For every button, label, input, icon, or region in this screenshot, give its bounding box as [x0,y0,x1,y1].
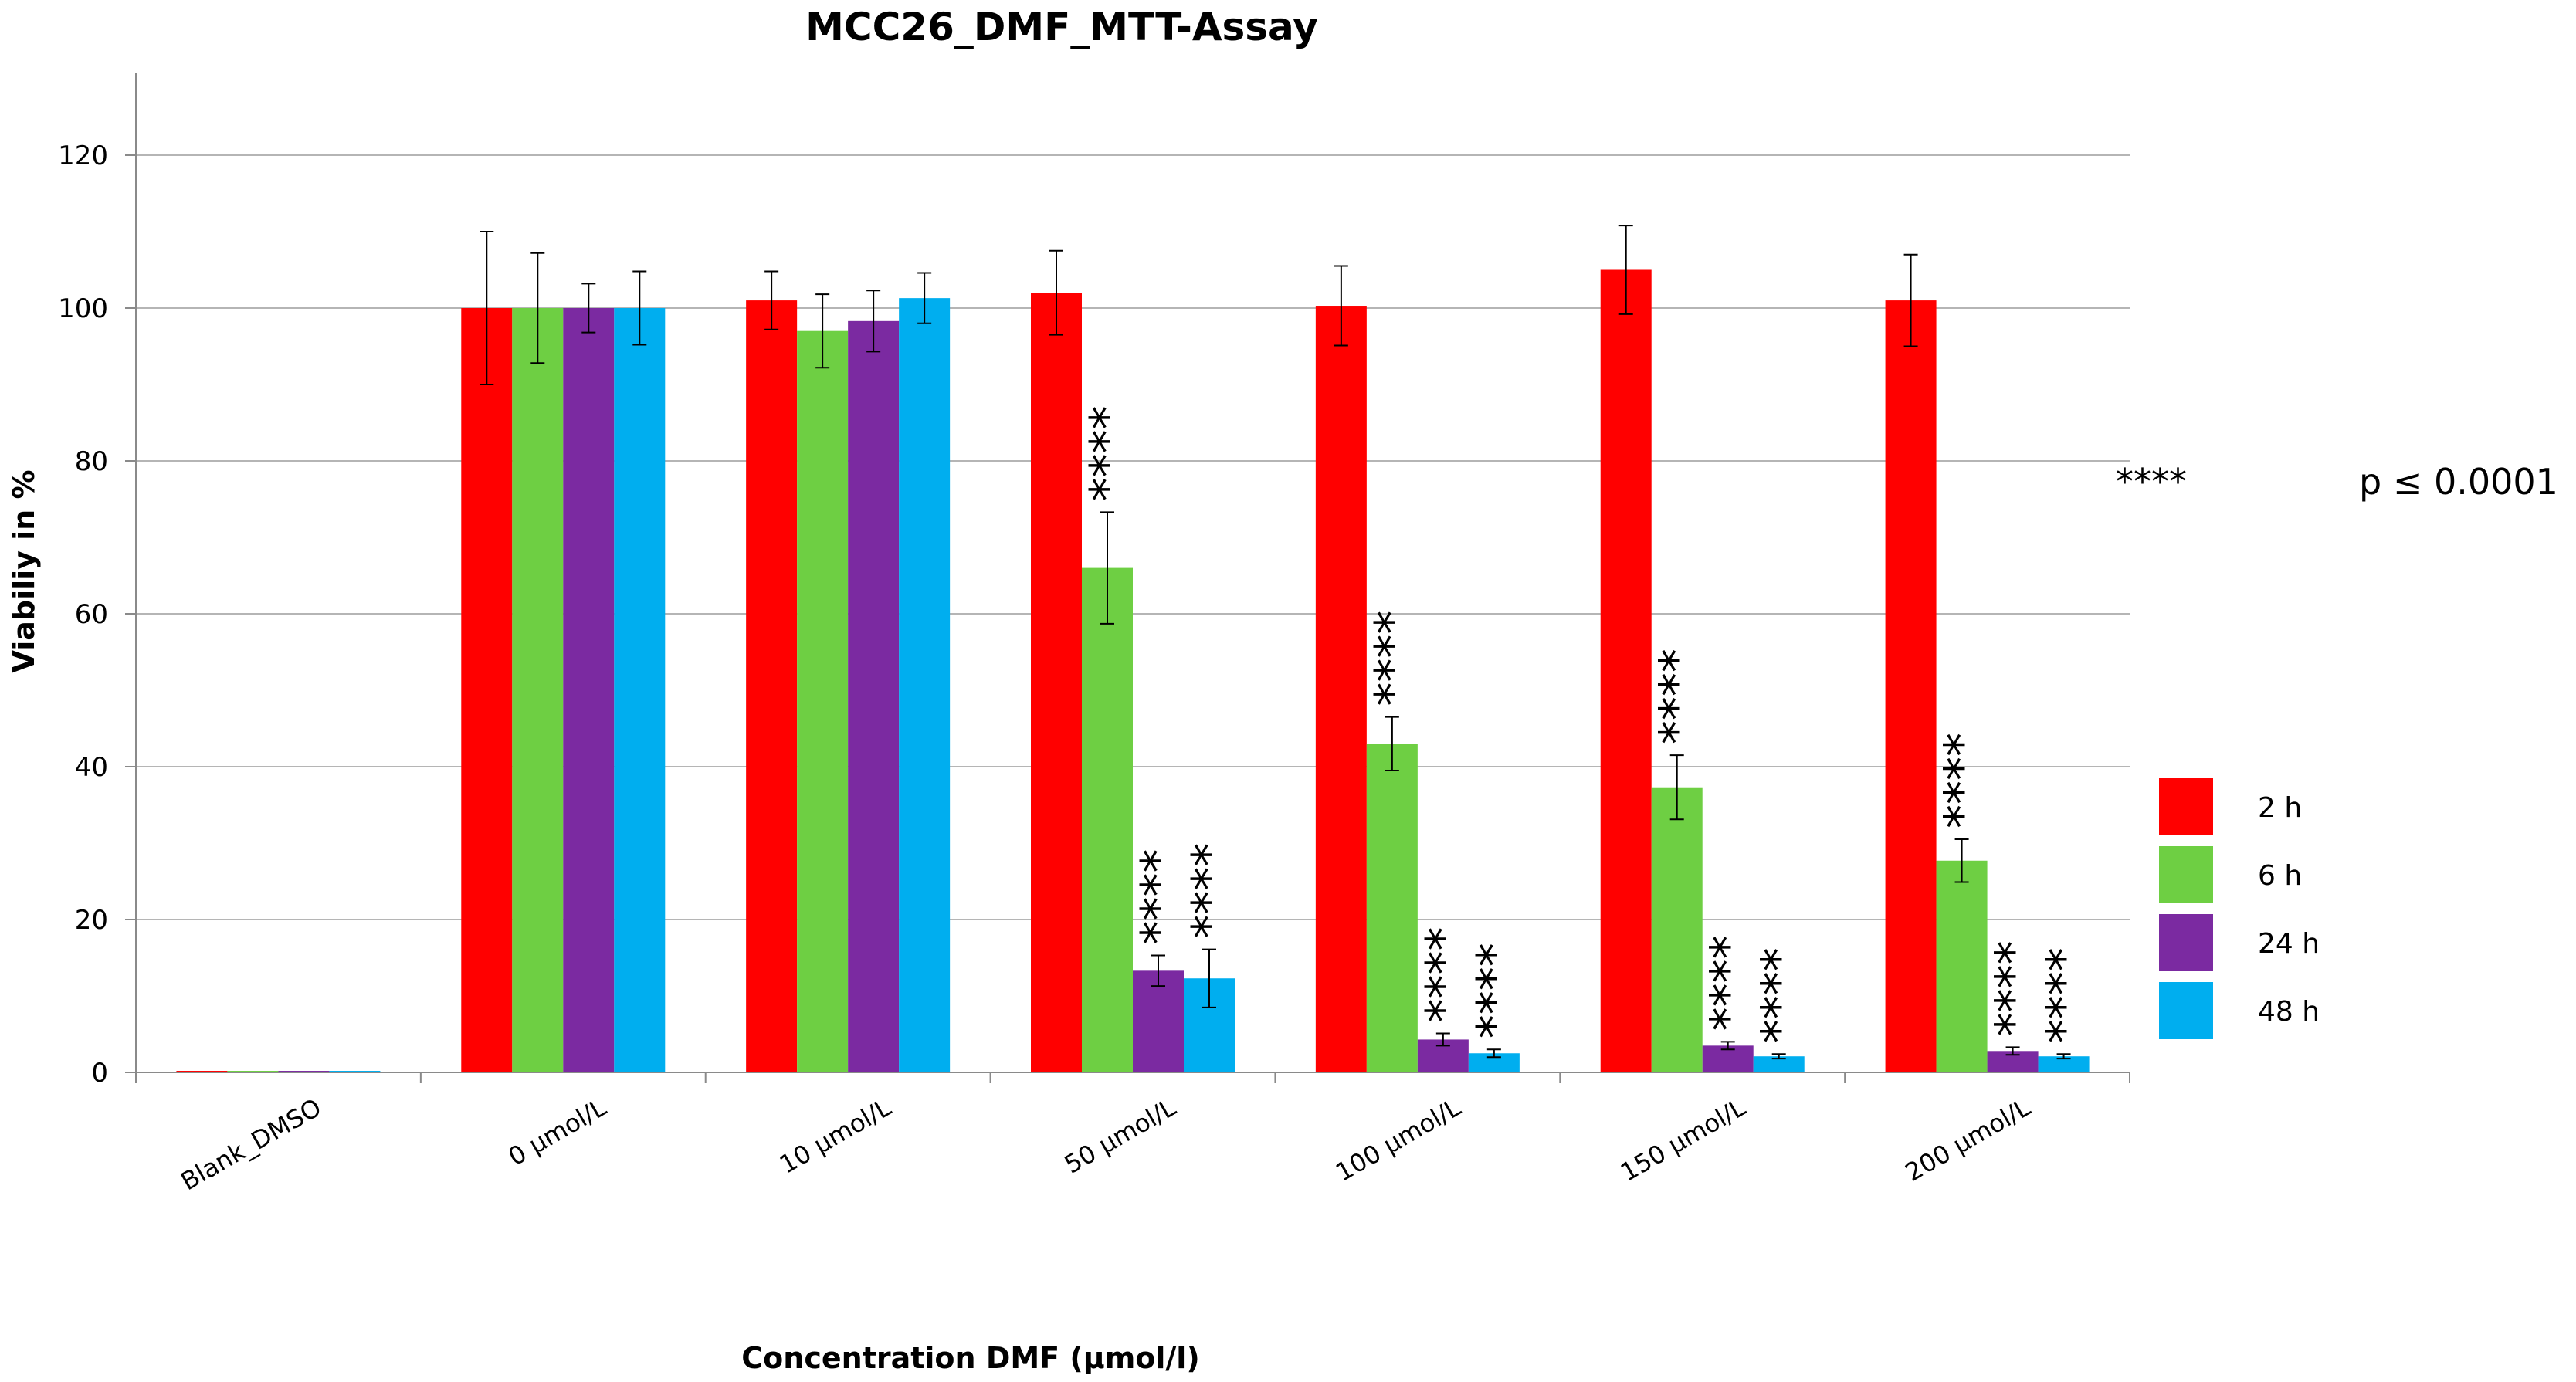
x-tick-label-2: 10 µmol/L [774,1092,896,1180]
significance-note-text: p ≤ 0.0001 [2359,461,2558,503]
y-tick-label-80: 80 [75,446,108,477]
legend-label-2: 24 h [2258,928,2320,960]
x-axis-title: Concentration DMF (µmol/l) [741,1341,1199,1375]
significance-stars-2: **** [1181,843,1238,939]
bar-2-3 [1133,970,1184,1072]
significance-stars-11: **** [2036,947,2093,1043]
legend-label-3: 48 h [2258,996,2320,1028]
significance-stars-6: **** [1649,649,1706,744]
bar-1-3 [1082,567,1133,1072]
legend-swatch-3 [2159,982,2213,1039]
y-tick-label-0: 0 [91,1058,108,1089]
legend-label-0: 2 h [2258,792,2302,824]
y-tick-label-60: 60 [75,599,108,630]
bar-3-1 [614,308,666,1072]
bar-0-2 [746,300,798,1073]
significance-stars-4: **** [1415,927,1472,1023]
bar-2-2 [848,320,900,1073]
y-tick-label-120: 120 [58,141,108,171]
bar-1-4 [1366,744,1418,1072]
chart-title: MCC26_DMF_MTT-Assay [805,5,1318,49]
bar-3-5 [1753,1056,1805,1072]
legend-swatch-0 [2159,778,2213,835]
significance-stars-3: **** [1364,611,1421,706]
y-tick-label-100: 100 [58,293,108,324]
y-axis-title: Viabiliy in % [7,469,41,672]
y-tick-label-40: 40 [75,752,108,783]
x-tick-label-4: 100 µmol/L [1330,1092,1466,1187]
significance-stars-7: **** [1700,935,1757,1031]
bar-0-1 [461,308,513,1072]
significance-stars-1: **** [1130,849,1187,945]
significance-stars-9: **** [1934,733,1991,828]
significance-stars-10: **** [1985,940,2042,1036]
axes [125,73,2130,1083]
x-tick-label-6: 200 µmol/L [1900,1092,2035,1187]
legend-swatch-2 [2159,914,2213,971]
x-tick-label-0: Blank_DMSO [176,1092,327,1196]
bar-3-2 [899,298,951,1072]
significance-stars-0: **** [1080,405,1136,501]
bar-1-5 [1651,787,1703,1072]
x-tick-label-5: 150 µmol/L [1615,1092,1751,1187]
bar-1-2 [797,330,849,1072]
bars: ****************************************… [176,225,2093,1073]
bar-2-1 [563,308,615,1072]
bar-1-1 [512,308,564,1072]
x-tick-label-3: 50 µmol/L [1059,1092,1181,1180]
y-tick-label-20: 20 [75,905,108,936]
bar-3-6 [2038,1056,2090,1072]
bar-0-3 [1031,293,1082,1072]
significance-note-stars: **** [2116,461,2187,503]
significance-stars-5: **** [1466,943,1523,1038]
x-tick-label-1: 0 µmol/L [503,1092,612,1172]
bar-0-5 [1600,269,1652,1072]
bar-0-4 [1315,306,1367,1072]
legend: 2 h 6 h 24 h 48 h [2159,778,2320,1039]
bar-0-6 [1885,300,1937,1073]
bar-1-6 [1936,860,1988,1072]
legend-label-1: 6 h [2258,860,2302,892]
significance-stars-8: **** [1751,947,1808,1043]
legend-swatch-1 [2159,846,2213,903]
